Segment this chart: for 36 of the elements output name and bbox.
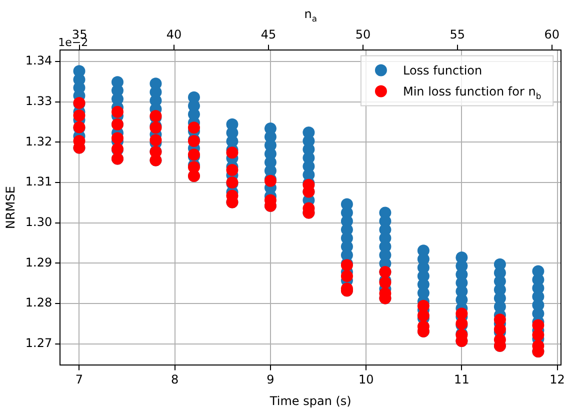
point [532, 328, 544, 341]
x2-tick-label: 45 [260, 28, 276, 42]
point [188, 122, 200, 134]
legend-label: Loss function [402, 63, 482, 78]
point [150, 134, 162, 146]
y-tick-label: 1.28 [25, 296, 52, 310]
point [494, 314, 506, 326]
x-axis-title: Time span (s) [268, 394, 352, 408]
x-tick-label: 7 [75, 372, 84, 387]
x-tick-label: 11 [454, 372, 470, 387]
y-tick-label: 1.31 [25, 174, 52, 189]
y-tick-label: 1.33 [25, 94, 52, 108]
x-tick-label: 9 [266, 372, 274, 387]
x2-tick-label: 55 [450, 28, 466, 42]
x2-tick-label: 40 [166, 28, 182, 42]
x2-tick-label: 50 [355, 28, 371, 42]
y-tick-label: 1.27 [25, 336, 52, 350]
point [111, 106, 124, 118]
point [417, 310, 430, 322]
y-axis-title: NRMSE [3, 186, 18, 229]
point [73, 110, 86, 122]
x-tick-label: 8 [171, 372, 179, 387]
y-tick-label: 1.30 [25, 214, 52, 229]
x2-tick-label: 60 [544, 28, 560, 42]
point [111, 132, 124, 144]
x-tick-label: 10 [358, 372, 374, 387]
point [226, 146, 238, 159]
y-tick-label: 1.32 [25, 134, 52, 148]
x-tick-label: 12 [550, 372, 565, 387]
point [494, 323, 506, 336]
point [379, 276, 392, 289]
point [340, 270, 353, 282]
point [226, 164, 238, 176]
y-tick-label: 1.34 [25, 54, 52, 68]
point [456, 308, 468, 320]
y-tick-label: 1.29 [25, 255, 52, 270]
